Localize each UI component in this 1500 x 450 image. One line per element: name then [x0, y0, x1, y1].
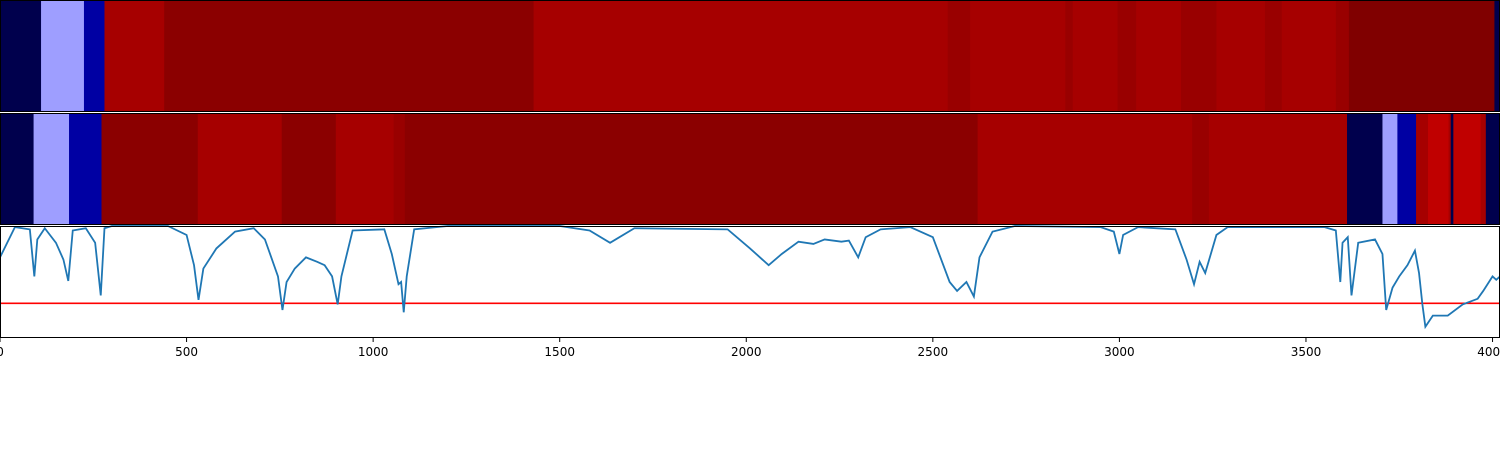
- strip-top-cell-15: [1281, 0, 1337, 112]
- x-tick-label-3: 1500: [544, 345, 575, 359]
- strip-top-cell-11: [1136, 0, 1182, 112]
- strip-top-cell-4: [164, 0, 535, 112]
- x-tick-label-7: 3500: [1291, 345, 1322, 359]
- strip-mid-cell-7: [393, 113, 406, 225]
- strip-top-cell-0: [0, 0, 42, 112]
- x-tick-label-0: 0: [0, 345, 4, 359]
- strip-top-cell-18: [1494, 0, 1500, 112]
- strip-mid-cell-4: [197, 113, 283, 225]
- strip-mid-cell-3: [101, 113, 199, 225]
- x-tick-label-4: 2000: [731, 345, 762, 359]
- x-tick-label-6: 3000: [1104, 345, 1135, 359]
- strip-mid-cell-8: [404, 113, 979, 225]
- heatmap-strip-middle: [0, 113, 1500, 225]
- strip-top-cell-1: [41, 0, 85, 112]
- strip-top-cell-2: [83, 0, 106, 112]
- signal-panel: [0, 225, 1500, 330]
- strip-top-cell-16: [1335, 0, 1350, 112]
- strip-mid-cell-19: [1453, 113, 1482, 225]
- strip-mid-cell-5: [281, 113, 337, 225]
- strip-mid-cell-17: [1448, 113, 1452, 225]
- strip-top-cell-3: [104, 0, 165, 112]
- strip-mid-cell-0: [0, 113, 35, 225]
- strip-mid-cell-1: [33, 113, 70, 225]
- strip-top-cell-10: [1117, 0, 1137, 112]
- strip-top-cell-6: [947, 0, 971, 112]
- strip-top-cell-17: [1348, 0, 1496, 112]
- strip-mid-cell-18: [1450, 113, 1454, 225]
- panel-frame-2: [0, 226, 1500, 338]
- strip-mid-cell-20: [1480, 113, 1487, 225]
- x-tick-label-8: 4000: [1477, 345, 1500, 359]
- strip-mid-cell-16: [1427, 113, 1450, 225]
- strip-mid-cell-6: [335, 113, 395, 225]
- strip-top-cell-9: [1072, 0, 1119, 112]
- strip-mid-cell-10: [1192, 113, 1210, 225]
- strip-top-cell-14: [1264, 0, 1283, 112]
- x-tick-label-5: 2500: [918, 345, 949, 359]
- heatmap-strip-top: [0, 0, 1500, 112]
- x-tick-label-1: 500: [175, 345, 198, 359]
- x-axis: 0 500 1000 1500 2000 2500 3000 3500 4000: [0, 338, 1500, 359]
- strip-mid-cell-11: [1208, 113, 1348, 225]
- signal-line: [0, 225, 1500, 330]
- strip-mid-cell-9: [977, 113, 1193, 225]
- strip-top-cell-13: [1216, 0, 1266, 112]
- strip-mid-cell-15: [1416, 113, 1429, 225]
- x-tick-label-2: 1000: [358, 345, 389, 359]
- strip-mid-cell-2: [69, 113, 103, 225]
- strip-mid-cell-14: [1397, 113, 1417, 225]
- strip-top-cell-8: [1065, 0, 1074, 112]
- strip-top-cell-7: [970, 0, 1066, 112]
- strip-mid-cell-12: [1347, 113, 1384, 225]
- strip-top-cell-12: [1180, 0, 1218, 112]
- strip-mid-cell-13: [1382, 113, 1398, 225]
- strip-mid-cell-21: [1485, 113, 1500, 225]
- strip-top-cell-5: [533, 0, 949, 112]
